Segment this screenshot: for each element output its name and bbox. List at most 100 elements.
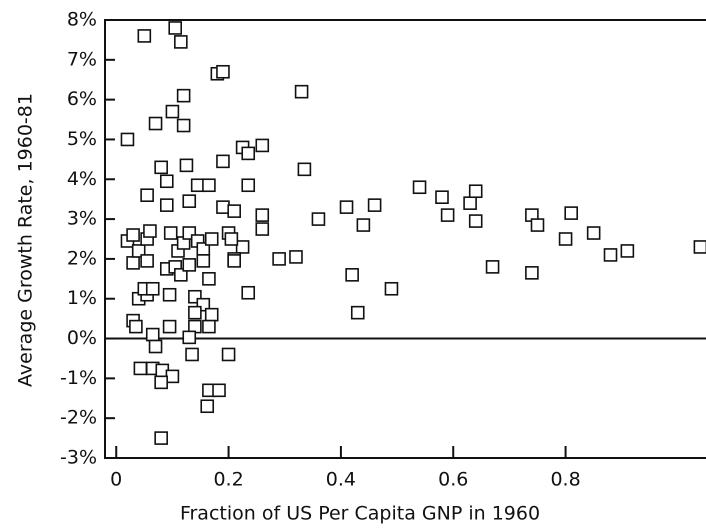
- point: [204, 307, 219, 322]
- point: [140, 254, 154, 268]
- point: [367, 198, 382, 212]
- point: [162, 319, 177, 334]
- point: [216, 154, 230, 169]
- point: [179, 158, 194, 173]
- point: [212, 383, 226, 398]
- point: [190, 178, 205, 193]
- point: [412, 180, 427, 195]
- point: [126, 256, 140, 270]
- y-tick-label: 2%: [67, 247, 97, 269]
- point: [468, 184, 483, 199]
- point: [530, 218, 545, 232]
- y-tick-label: 0%: [67, 327, 97, 349]
- point: [216, 200, 230, 214]
- point: [440, 208, 455, 222]
- x-axis-label: Fraction of US Per Capita GNP in 1960: [180, 503, 540, 525]
- point: [224, 232, 239, 246]
- point: [148, 116, 163, 131]
- point: [200, 399, 215, 414]
- x-tick-label: 0.2: [213, 469, 243, 491]
- point: [145, 281, 160, 296]
- point: [216, 64, 230, 79]
- point: [311, 212, 326, 226]
- point: [221, 347, 236, 362]
- point: [126, 228, 140, 242]
- point: [339, 200, 354, 214]
- point: [168, 21, 183, 35]
- point: [603, 248, 618, 262]
- point: [463, 196, 477, 210]
- y-axis-label: Average Growth Rate, 1960-81: [15, 93, 37, 387]
- point: [350, 305, 365, 320]
- plot-frame: [104, 19, 706, 459]
- point: [235, 240, 250, 254]
- point: [185, 347, 199, 362]
- point: [165, 369, 180, 384]
- y-tick-label: 5%: [67, 128, 97, 150]
- point: [148, 339, 163, 354]
- point: [255, 208, 270, 222]
- point: [202, 178, 216, 193]
- point: [129, 319, 143, 334]
- point: [558, 232, 573, 246]
- x-tick-label: 0: [110, 469, 122, 491]
- point: [163, 226, 178, 240]
- point: [159, 198, 174, 212]
- point: [294, 84, 309, 99]
- point: [131, 244, 146, 258]
- point: [693, 240, 706, 254]
- point: [297, 162, 312, 177]
- point: [176, 88, 191, 103]
- x-tick-label: 0.4: [326, 469, 356, 491]
- point: [241, 146, 256, 161]
- point: [188, 305, 202, 320]
- point: [356, 218, 371, 232]
- point: [145, 327, 160, 342]
- point: [174, 268, 188, 282]
- y-tick-label: -3%: [60, 447, 97, 469]
- point: [120, 132, 135, 147]
- point: [176, 118, 191, 133]
- y-tick-label: 3%: [67, 208, 97, 230]
- point: [182, 330, 197, 345]
- point: [525, 266, 539, 280]
- point: [564, 206, 578, 220]
- y-tick-label: -2%: [60, 407, 97, 429]
- point: [227, 204, 241, 218]
- point: [143, 224, 157, 238]
- point: [162, 287, 177, 302]
- point: [137, 29, 152, 43]
- point: [202, 319, 216, 334]
- point: [620, 244, 635, 258]
- point: [202, 272, 216, 286]
- point: [255, 138, 270, 153]
- point: [485, 260, 500, 274]
- point: [165, 104, 180, 119]
- point: [384, 281, 399, 296]
- point: [133, 361, 148, 376]
- point: [182, 258, 197, 272]
- point: [159, 174, 174, 189]
- y-tick-label: 8%: [67, 9, 97, 31]
- point: [196, 254, 211, 268]
- point: [289, 250, 303, 264]
- point: [272, 252, 286, 266]
- y-tick-label: -1%: [60, 367, 97, 389]
- point: [174, 35, 188, 49]
- x-tick-label: 0.8: [550, 469, 580, 491]
- point: [255, 222, 270, 236]
- point: [154, 375, 168, 390]
- x-tick-label: 0.6: [438, 469, 468, 491]
- point: [468, 214, 483, 228]
- point: [435, 190, 449, 204]
- y-tick-label: 4%: [67, 168, 97, 190]
- point: [140, 188, 154, 202]
- point: [182, 194, 197, 208]
- point: [241, 285, 256, 300]
- point: [345, 268, 359, 282]
- point: [227, 254, 241, 268]
- point: [586, 226, 601, 240]
- y-tick-label: 6%: [67, 88, 97, 110]
